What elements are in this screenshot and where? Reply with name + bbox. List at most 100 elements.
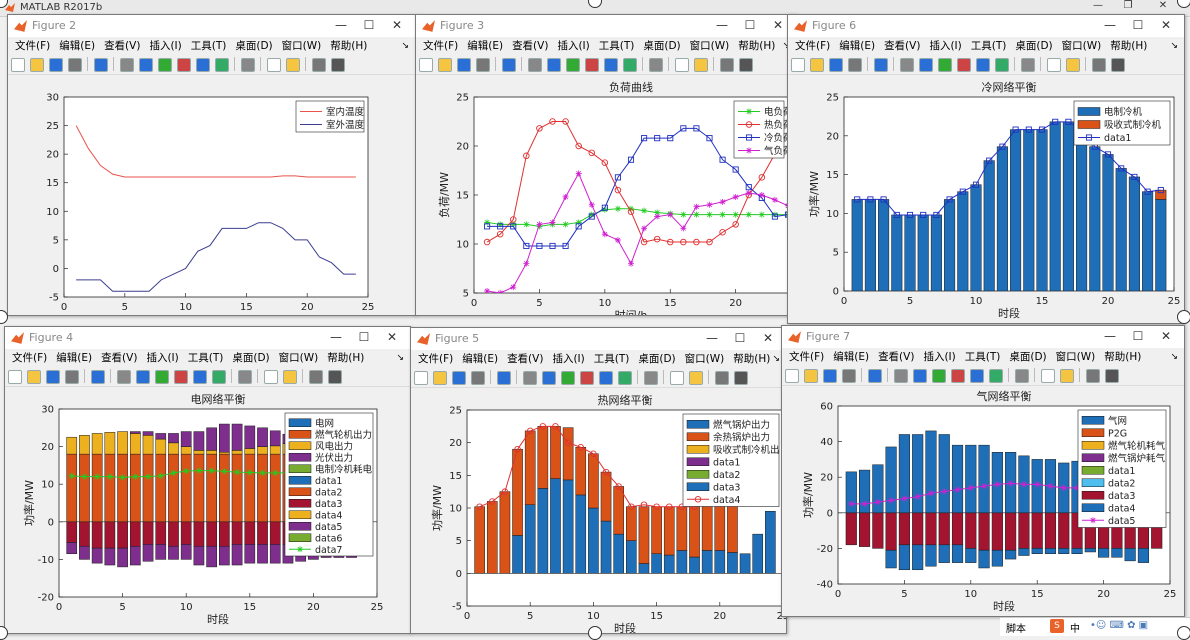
ime-mode[interactable]: 中	[1070, 624, 1080, 635]
new-file-icon[interactable]	[8, 370, 22, 384]
close-window-button[interactable]: ✕	[772, 18, 784, 32]
print-icon[interactable]	[842, 369, 856, 383]
menu-item[interactable]: 窗口(W)	[684, 353, 725, 365]
figure-title-bar[interactable]: Figure 6 — ☐ ✕	[788, 15, 1184, 37]
dock-arrow-icon[interactable]: ↘	[782, 37, 790, 55]
open-icon[interactable]	[804, 369, 818, 383]
print-icon[interactable]	[68, 58, 82, 72]
new-file-icon[interactable]	[414, 371, 428, 385]
link-icon[interactable]	[1021, 58, 1035, 72]
pointer-icon[interactable]	[502, 58, 516, 72]
brush-icon[interactable]	[623, 58, 637, 72]
minimize-window-button[interactable]: —	[1104, 18, 1116, 32]
menu-item[interactable]: 桌面(D)	[1015, 40, 1053, 52]
dock-arrow-icon[interactable]: ↘	[772, 354, 780, 364]
zoom-in-icon[interactable]	[528, 58, 542, 72]
open-icon[interactable]	[433, 371, 447, 385]
zoom-in-icon[interactable]	[523, 371, 537, 385]
menu-item[interactable]: 帮助(H)	[1104, 351, 1142, 363]
data-cursor-icon[interactable]	[976, 58, 990, 72]
legend-icon[interactable]	[283, 370, 297, 384]
minimize-window-button[interactable]: —	[706, 331, 718, 345]
figure-2-window[interactable]: Figure 2 — ☐ ✕ 文件(F) 编辑(E) 查看(V) 插入(I) 工具(T) 桌面(D…	[7, 14, 416, 316]
menu-item[interactable]: 工具(T)	[970, 40, 1007, 52]
menu-item[interactable]: 编辑(E)	[833, 351, 870, 363]
dock-arrow-icon[interactable]: ↘	[396, 353, 404, 363]
pointer-icon[interactable]	[868, 369, 882, 383]
script-label[interactable]: 脚本	[1006, 624, 1026, 635]
minimize-window-button[interactable]: —	[330, 330, 342, 344]
pan-icon[interactable]	[158, 58, 172, 72]
menu-item[interactable]: 编辑(E)	[56, 352, 93, 364]
hide-plot-tools-icon[interactable]	[715, 371, 729, 385]
menu-item[interactable]: 帮助(H)	[733, 353, 771, 365]
menu-item[interactable]: 窗口(W)	[281, 40, 322, 52]
rotate-icon[interactable]	[957, 58, 971, 72]
zoom-in-icon[interactable]	[120, 58, 134, 72]
hide-plot-tools-icon[interactable]	[312, 58, 326, 72]
zoom-out-icon[interactable]	[139, 58, 153, 72]
data-cursor-icon[interactable]	[599, 371, 613, 385]
legend-icon[interactable]	[689, 371, 703, 385]
pan-icon[interactable]	[561, 371, 575, 385]
pointer-icon[interactable]	[94, 58, 108, 72]
menu-item[interactable]: 查看(V)	[878, 351, 915, 363]
rotate-icon[interactable]	[580, 371, 594, 385]
link-icon[interactable]	[644, 371, 658, 385]
pointer-icon[interactable]	[497, 371, 511, 385]
menu-item[interactable]: 编辑(E)	[839, 40, 876, 52]
menu-item[interactable]: 桌面(D)	[643, 40, 681, 52]
save-icon[interactable]	[49, 58, 63, 72]
maximize-window-button[interactable]: ☐	[363, 18, 375, 32]
pan-icon[interactable]	[938, 58, 952, 72]
new-file-icon[interactable]	[791, 58, 805, 72]
resize-handle[interactable]	[1177, 0, 1190, 8]
ime-toolbar-icons[interactable]: •☺ ⌨ ✿ ▣	[1090, 620, 1149, 631]
colorbar-icon[interactable]	[267, 58, 281, 72]
zoom-in-icon[interactable]	[117, 370, 131, 384]
print-icon[interactable]	[471, 371, 485, 385]
menu-item[interactable]: 桌面(D)	[1009, 351, 1047, 363]
sogou-ime-icon[interactable]: S	[1050, 619, 1064, 633]
colorbar-icon[interactable]	[1041, 369, 1055, 383]
show-plot-tools-icon[interactable]	[1111, 58, 1125, 72]
menu-item[interactable]: 窗口(W)	[1061, 40, 1102, 52]
figure-title-bar[interactable]: Figure 5 — ☐ ✕	[411, 328, 786, 350]
maximize-window-button[interactable]: ☐	[1132, 18, 1144, 32]
figure-3-window[interactable]: Figure 3 — ☐ ✕ 文件(F) 编辑(E) 查看(V) 插入(I) 工具(T) 桌面(D…	[415, 14, 797, 316]
maximize-window-button[interactable]: ☐	[734, 331, 746, 345]
menu-item[interactable]: 帮助(H)	[330, 40, 368, 52]
figure-title-bar[interactable]: Figure 7 — ☐ ✕	[782, 326, 1184, 348]
figure-title-bar[interactable]: Figure 3 — ☐ ✕	[416, 15, 796, 37]
menu-item[interactable]: 帮助(H)	[327, 352, 365, 364]
new-file-icon[interactable]	[785, 369, 799, 383]
menu-item[interactable]: 查看(V)	[884, 40, 921, 52]
close-app-button[interactable]: ✕	[1158, 0, 1168, 11]
menu-item[interactable]: 窗口(W)	[1055, 351, 1096, 363]
menu-item[interactable]: 文件(F)	[795, 40, 831, 52]
data-cursor-icon[interactable]	[193, 370, 207, 384]
menu-item[interactable]: 编辑(E)	[59, 40, 96, 52]
close-window-button[interactable]: ✕	[1160, 18, 1172, 32]
menu-item[interactable]: 插入(I)	[149, 40, 182, 52]
dock-arrow-icon[interactable]: ↘	[1170, 352, 1178, 362]
maximize-window-button[interactable]: ☐	[744, 18, 756, 32]
menu-item[interactable]: 文件(F)	[418, 353, 454, 365]
save-icon[interactable]	[823, 369, 837, 383]
menu-item[interactable]: 插入(I)	[146, 352, 179, 364]
rotate-icon[interactable]	[951, 369, 965, 383]
rotate-icon[interactable]	[177, 58, 191, 72]
hide-plot-tools-icon[interactable]	[1086, 369, 1100, 383]
menu-item[interactable]: 桌面(D)	[235, 40, 273, 52]
minimize-window-button[interactable]: —	[716, 18, 728, 32]
new-file-icon[interactable]	[419, 58, 433, 72]
show-plot-tools-icon[interactable]	[734, 371, 748, 385]
zoom-in-icon[interactable]	[894, 369, 908, 383]
menu-item[interactable]: 文件(F)	[789, 351, 825, 363]
menu-item[interactable]: 工具(T)	[190, 40, 227, 52]
show-plot-tools-icon[interactable]	[331, 58, 345, 72]
colorbar-icon[interactable]	[675, 58, 689, 72]
figure-4-window[interactable]: Figure 4 — ☐ ✕ 文件(F) 编辑(E) 查看(V) 插入(I) 工具(T) 桌面(D…	[4, 326, 411, 634]
close-window-button[interactable]: ✕	[762, 331, 774, 345]
show-plot-tools-icon[interactable]	[1105, 369, 1119, 383]
